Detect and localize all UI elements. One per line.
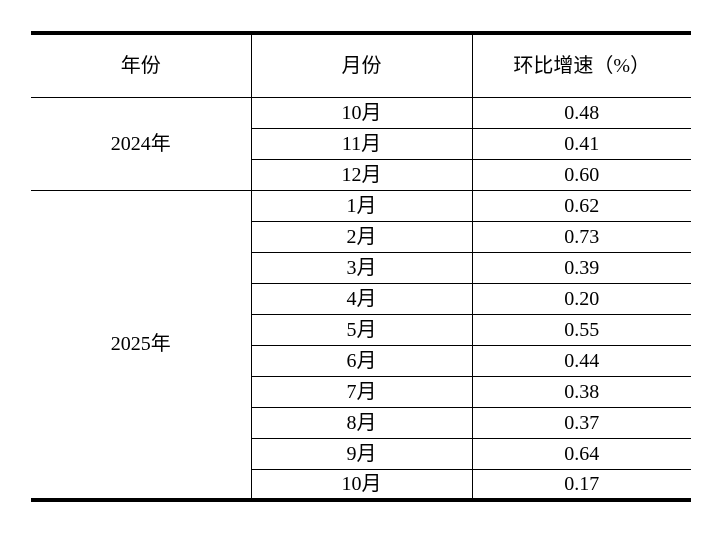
table-row: 5月 0.55 xyxy=(31,314,691,346)
table-row: 2月 0.73 xyxy=(31,221,691,253)
header-month: 月份 xyxy=(250,33,473,98)
value-cell: 0.17 xyxy=(471,469,691,501)
month-cell: 11月 xyxy=(250,128,473,160)
value-cell: 0.38 xyxy=(471,376,691,408)
table-row: 3月 0.39 xyxy=(31,252,691,284)
month-cell: 9月 xyxy=(250,438,473,470)
value-cell: 0.44 xyxy=(471,345,691,377)
table-row: 8月 0.37 xyxy=(31,407,691,439)
value-cell: 0.55 xyxy=(471,314,691,346)
table-row: 12月 0.60 xyxy=(31,159,691,191)
table-row: 4月 0.20 xyxy=(31,283,691,315)
month-cell: 8月 xyxy=(250,407,473,439)
value-cell: 0.41 xyxy=(471,128,691,160)
table-row: 7月 0.38 xyxy=(31,376,691,408)
value-cell: 0.60 xyxy=(471,159,691,191)
header-year: 年份 xyxy=(31,33,252,98)
mom-growth-table: 年份 月份 环比增速（%） 2024年 10月 0.48 11月 0.41 12… xyxy=(31,31,691,502)
year-cell-2024: 2024年 xyxy=(31,97,252,191)
value-cell: 0.37 xyxy=(471,407,691,439)
value-cell: 0.73 xyxy=(471,221,691,253)
table-row: 11月 0.41 xyxy=(31,128,691,160)
month-cell: 10月 xyxy=(250,97,473,129)
value-cell: 0.48 xyxy=(471,97,691,129)
month-cell: 6月 xyxy=(250,345,473,377)
month-cell: 2月 xyxy=(250,221,473,253)
table-row: 9月 0.64 xyxy=(31,438,691,470)
month-cell: 12月 xyxy=(250,159,473,191)
month-cell: 3月 xyxy=(250,252,473,284)
value-cell: 0.39 xyxy=(471,252,691,284)
month-cell: 5月 xyxy=(250,314,473,346)
month-cell: 7月 xyxy=(250,376,473,408)
table-row: 10月 0.17 xyxy=(31,469,691,501)
month-cell: 4月 xyxy=(250,283,473,315)
year-cell-2025: 2025年 xyxy=(31,190,252,501)
table-row: 6月 0.44 xyxy=(31,345,691,377)
header-growth: 环比增速（%） xyxy=(471,33,691,98)
header-row: 年份 月份 环比增速（%） xyxy=(31,33,691,98)
month-cell: 10月 xyxy=(250,469,473,501)
table-row: 2025年 1月 0.62 xyxy=(31,190,691,501)
value-cell: 0.64 xyxy=(471,438,691,470)
table-row: 2024年 10月 0.48 xyxy=(31,97,691,191)
month-cell: 1月 xyxy=(250,190,473,222)
value-cell: 0.20 xyxy=(471,283,691,315)
value-cell: 0.62 xyxy=(471,190,691,222)
